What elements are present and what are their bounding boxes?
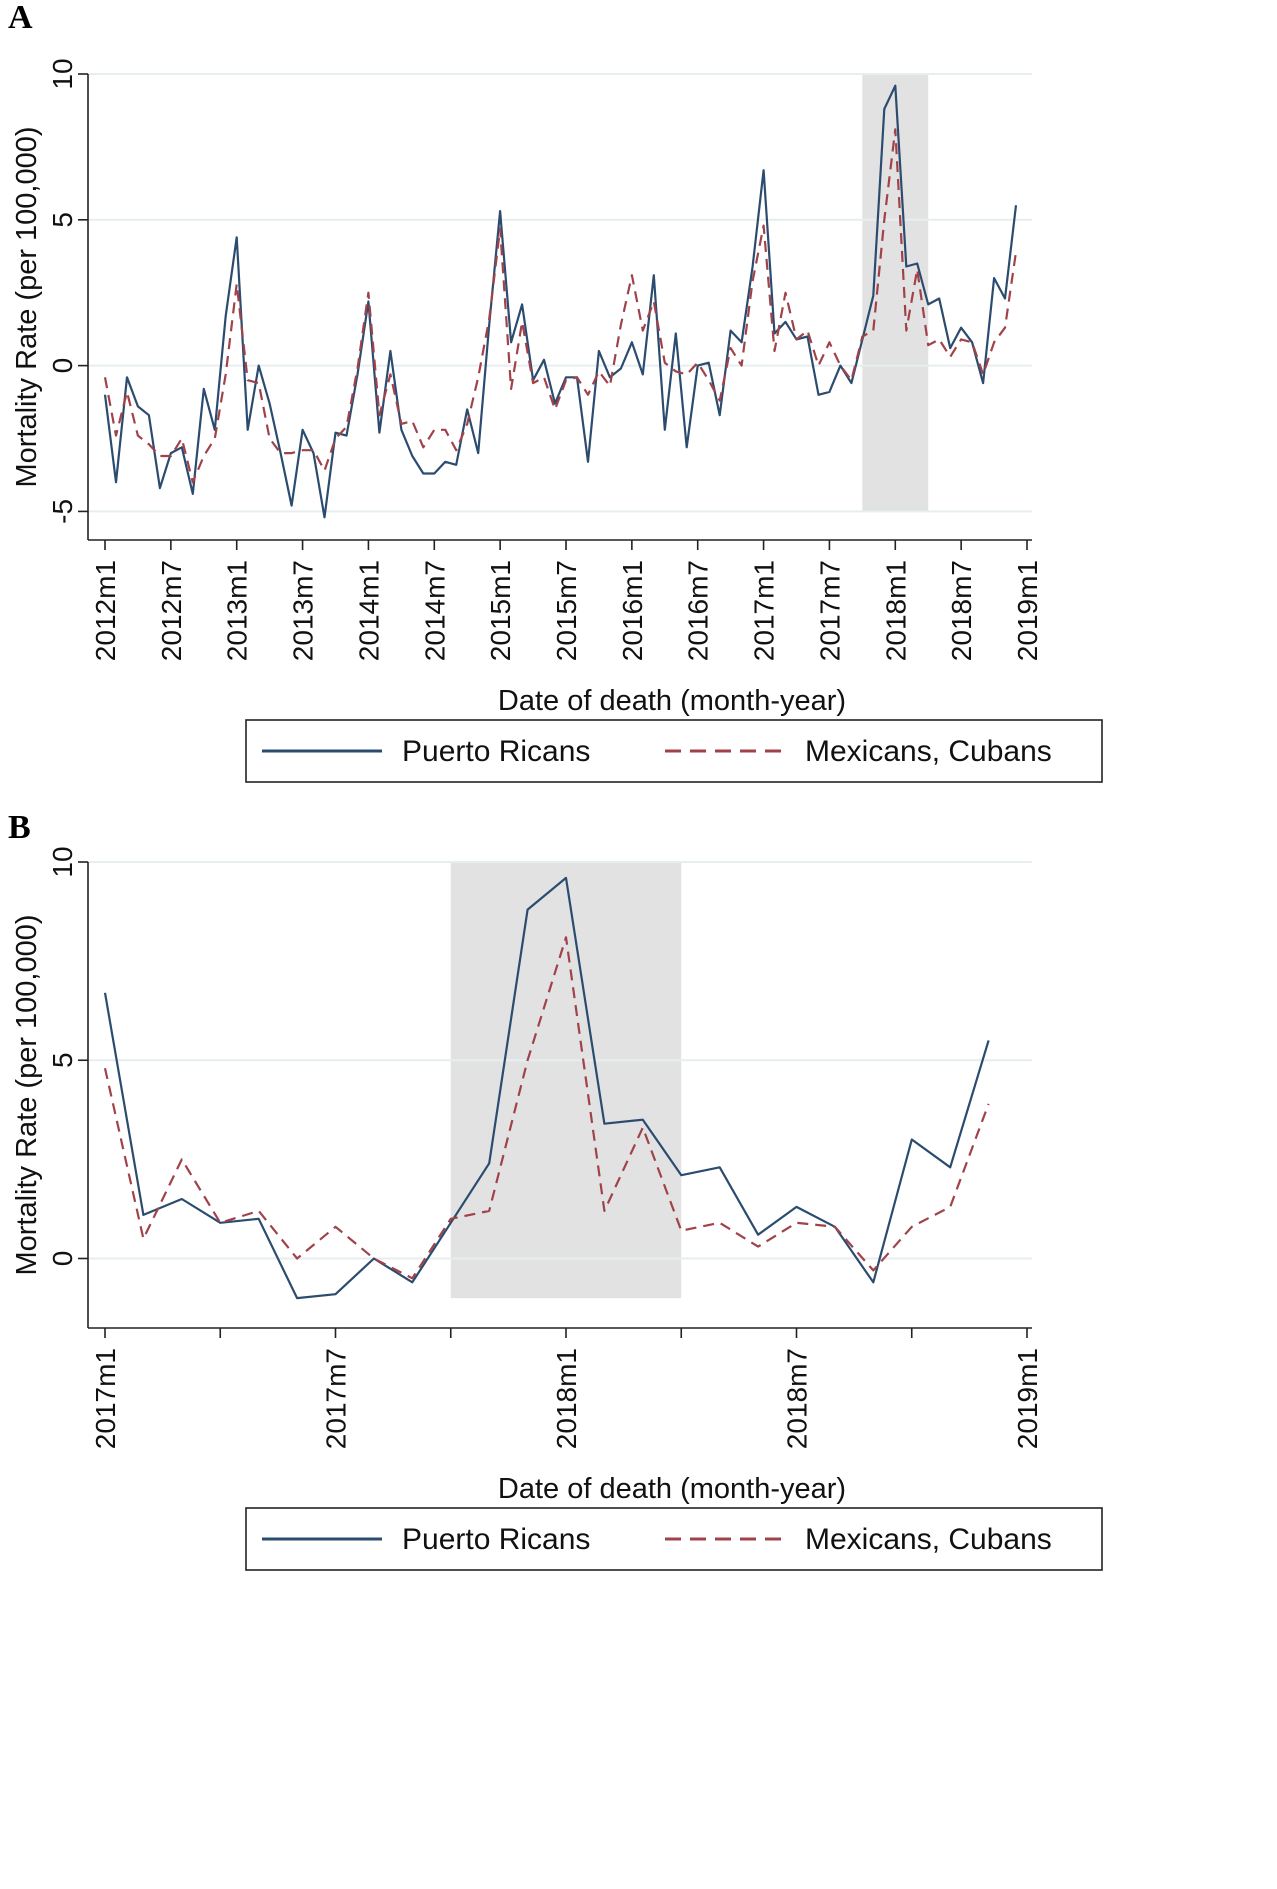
legend: Puerto Ricans Mexicans, Cubans: [245, 1507, 1103, 1571]
series-line-puerto-ricans: [103, 876, 990, 1300]
x-tick-label: 2015m7: [551, 560, 582, 661]
y-axis-title: Mortality Rate (per 100,000): [11, 126, 43, 487]
y-tick-label: -5: [47, 499, 78, 524]
legend-label: Puerto Ricans: [402, 1523, 590, 1556]
series-line-mexicans-cubans: [103, 128, 1018, 484]
x-axis-title: Date of death (month-year): [498, 685, 846, 717]
panel-letter: B: [8, 809, 31, 846]
y-tick-label: 0: [47, 358, 78, 374]
x-tick-label: 2018m1: [880, 560, 911, 661]
legend-label: Mexicans, Cubans: [805, 735, 1052, 768]
x-tick-label: 2017m1: [749, 560, 780, 661]
series-line-mexicans-cubans: [103, 936, 990, 1280]
x-tick-label: 2014m7: [419, 560, 450, 661]
x-tick-label: 2016m1: [617, 560, 648, 661]
x-tick-label: 2017m1: [90, 1348, 121, 1449]
shaded-region: [862, 74, 929, 512]
y-tick-label: 5: [47, 1052, 78, 1068]
legend-label: Mexicans, Cubans: [805, 1523, 1052, 1556]
x-tick-label: 2018m7: [946, 560, 977, 661]
x-axis-title: Date of death (month-year): [498, 1473, 846, 1505]
x-tick-label: 2013m7: [288, 560, 319, 661]
shaded-region: [450, 862, 682, 1299]
chart-panel-b: B 0 5 10 2017m1 2017m7 2018m1 2018m7 2019m1 Morta…: [8, 809, 1103, 1571]
y-tick-label: 0: [47, 1251, 78, 1267]
x-tick-label: 2012m1: [90, 560, 121, 661]
legend-label: Puerto Ricans: [402, 735, 590, 768]
legend: Puerto Ricans Mexicans, Cubans: [245, 719, 1103, 783]
x-tick-label: 2017m7: [814, 560, 845, 661]
y-tick-label: 10: [47, 58, 78, 89]
x-tick-label: 2019m1: [1012, 1348, 1043, 1449]
y-axis-title: Mortality Rate (per 100,000): [11, 914, 43, 1275]
series-line-puerto-ricans: [103, 84, 1018, 519]
x-tick-label: 2012m7: [156, 560, 187, 661]
x-tick-label: 2014m1: [353, 560, 384, 661]
x-tick-label: 2015m1: [485, 560, 516, 661]
x-tick-label: 2019m1: [1012, 560, 1043, 661]
chart-panel-a: A -5 0 5 10 2012m1 2012m7 2013m1 2013m7 2014m1 201…: [8, 0, 1103, 783]
x-tick-label: 2013m1: [222, 560, 253, 661]
panel-letter: A: [8, 0, 33, 36]
x-tick-label: 2018m7: [782, 1348, 813, 1449]
x-tick-label: 2017m7: [321, 1348, 352, 1449]
x-tick-label: 2016m7: [683, 560, 714, 661]
y-tick-label: 10: [47, 846, 78, 877]
x-tick-label: 2018m1: [551, 1348, 582, 1449]
y-tick-label: 5: [47, 212, 78, 228]
